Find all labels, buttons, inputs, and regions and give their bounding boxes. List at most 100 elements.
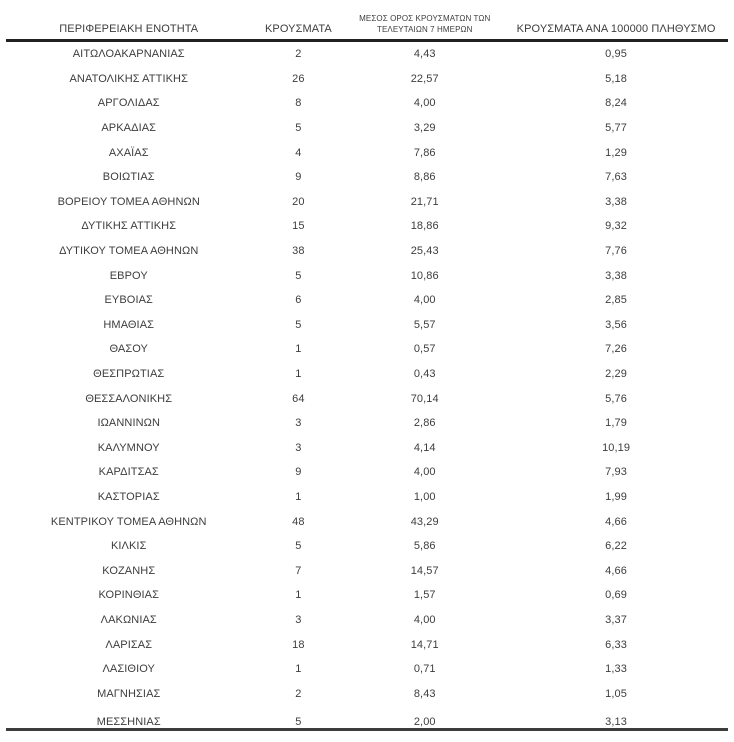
region-cell: ΗΜΑΘΙΑΣ [103,318,155,331]
per100k-cell: 3,37 [605,613,627,626]
table-row: ΑΡΚΑΔΙΑΣ 5 3,29 5,77 [6,116,728,141]
cases-cell: 1 [295,589,302,602]
table-row: ΔΥΤΙΚΟΥ ΤΟΜΕΑ ΑΘΗΝΩΝ 38 25,43 7,76 [6,239,728,264]
per100k-cell: 7,76 [605,245,627,258]
region-cell: ΜΑΓΝΗΣΙΑΣ [97,687,161,700]
table-row: ΛΑΚΩΝΙΑΣ 3 4,00 3,37 [6,608,728,633]
table-row: ΘΕΣΣΑΛΟΝΙΚΗΣ 64 70,14 5,76 [6,386,728,411]
table-row: ΘΑΣΟΥ 1 0,57 7,26 [6,337,728,362]
per100k-cell: 1,29 [605,146,627,159]
cases-cell: 1 [295,663,302,676]
cases-cell: 3 [295,613,302,626]
cases-cell: 5 [295,122,302,135]
table-row: ΜΕΣΣΗΝΙΑΣ 5 2,00 3,13 [6,706,728,731]
avg7-cell: 70,14 [410,392,439,405]
avg7-cell: 18,86 [410,220,439,233]
table-row: ΑΧΑΪΑΣ 4 7,86 1,29 [6,140,728,165]
cases-cell: 5 [295,269,302,282]
per100k-cell: 4,66 [605,564,627,577]
per100k-cell: 5,77 [605,122,627,135]
avg7-cell: 4,00 [413,466,436,479]
per100k-cell: 5,18 [605,72,627,85]
cases-cell: 5 [295,540,302,553]
region-cell: ΕΥΒΟΙΑΣ [104,294,153,307]
cases-cell: 18 [292,638,305,651]
cases-cell: 26 [292,72,305,85]
cases-cell: 64 [292,392,305,405]
cases-cell: 2 [295,687,302,700]
per100k-cell: 1,05 [605,687,627,700]
avg7-cell: 8,86 [413,171,436,184]
cases-cell: 9 [295,171,302,184]
per100k-cell: 3,13 [504,706,728,731]
table-row: ΛΑΡΙΣΑΣ 18 14,71 6,33 [6,632,728,657]
cases-cell: 8 [295,97,302,110]
per100k-cell: 9,32 [605,220,627,233]
table-row: ΚΑΛΥΜΝΟΥ 3 4,14 10,19 [6,436,728,461]
table-row: ΕΥΒΟΙΑΣ 6 4,00 2,85 [6,288,728,313]
region-cell: ΚΑΣΤΟΡΙΑΣ [97,490,160,503]
header-avg7-line2: ΤΕΛΕΥΤΑΙΩΝ 7 ΗΜΕΡΩΝ [376,24,473,34]
region-cell: ΚΑΛΥΜΝΟΥ [97,441,160,454]
avg7-cell: 10,86 [410,269,439,282]
per100k-cell: 7,26 [605,343,627,356]
cases-cell: 1 [295,343,302,356]
region-cell: ΑΧΑΪΑΣ [108,146,149,159]
avg7-cell: 2,86 [413,417,436,430]
avg7-cell: 22,57 [410,72,439,85]
avg7-cell: 4,00 [413,294,436,307]
per100k-cell: 1,33 [605,663,627,676]
table-row: ΚΟΖΑΝΗΣ 7 14,57 4,66 [6,558,728,583]
region-cell: ΑΡΓΟΛΙΔΑΣ [97,97,160,110]
per100k-cell: 7,93 [605,466,627,479]
per100k-cell: 2,29 [605,368,627,381]
region-cell: ΒΟΙΩΤΙΑΣ [102,171,155,184]
cases-cell: 2 [295,48,302,61]
region-cell: ΚΟΖΑΝΗΣ [102,564,156,577]
region-cell: ΑΡΚΑΔΙΑΣ [101,122,157,135]
table-row: ΚΑΣΤΟΡΙΑΣ 1 1,00 1,99 [6,485,728,510]
avg7-cell: 1,57 [413,589,436,602]
avg7-cell: 5,57 [413,318,436,331]
region-cell: ΚΑΡΔΙΤΣΑΣ [98,466,159,479]
per100k-cell: 10,19 [602,441,631,454]
per100k-cell: 1,99 [605,490,627,503]
per100k-cell: 6,22 [605,540,627,553]
region-cell: ΘΕΣΠΡΩΤΙΑΣ [93,368,165,381]
cases-cell: 5 [295,318,302,331]
cases-cell: 48 [292,515,305,528]
cases-cell: 1 [295,490,302,503]
avg7-cell: 0,57 [413,343,436,356]
region-cell: ΛΑΣΙΘΙΟΥ [102,663,155,676]
region-cell: ΜΕΣΣΗΝΙΑΣ [6,706,252,731]
cases-cell: 6 [295,294,302,307]
table-header-row: ΠΕΡΙΦΕΡΕΙΑΚΗ ΕΝΟΤΗΤΑ ΚΡΟΥΣΜΑΤΑ ΜΕΣΟΣ ΟΡΟ… [6,0,728,42]
per100k-cell: 1,79 [605,417,627,430]
table-row: ΑΡΓΟΛΙΔΑΣ 8 4,00 8,24 [6,91,728,116]
avg7-cell: 4,00 [413,613,436,626]
header-avg7-line1: ΜΕΣΟΣ ΟΡΟΣ ΚΡΟΥΣΜΑΤΩΝ ΤΩΝ [359,14,491,24]
cases-cell: 20 [292,195,305,208]
avg7-cell: 7,86 [413,146,436,159]
table-row: ΙΩΑΝΝΙΝΩΝ 3 2,86 1,79 [6,411,728,436]
per100k-cell: 3,56 [605,318,627,331]
table-row: ΚΕΝΤΡΙΚΟΥ ΤΟΜΕΑ ΑΘΗΝΩΝ 48 43,29 4,66 [6,509,728,534]
avg7-cell: 4,00 [413,97,436,110]
table-row: ΒΟΡΕΙΟΥ ΤΟΜΕΑ ΑΘΗΝΩΝ 20 21,71 3,38 [6,190,728,215]
header-avg7: ΜΕΣΟΣ ΟΡΟΣ ΚΡΟΥΣΜΑΤΩΝ ΤΩΝ ΤΕΛΕΥΤΑΙΩΝ 7 Η… [345,0,505,42]
header-region: ΠΕΡΙΦΕΡΕΙΑΚΗ ΕΝΟΤΗΤΑ [6,0,252,42]
avg7-cell: 3,29 [413,122,436,135]
avg7-cell: 1,00 [413,490,436,503]
avg7-cell: 5,86 [413,540,436,553]
cases-cell: 1 [295,368,302,381]
region-cell: ΘΕΣΣΑΛΟΝΙΚΗΣ [85,392,173,405]
table-row: ΗΜΑΘΙΑΣ 5 5,57 3,56 [6,313,728,338]
per100k-cell: 5,76 [605,392,627,405]
cases-cell: 9 [295,466,302,479]
avg7-cell: 4,14 [413,441,436,454]
per100k-cell: 4,66 [605,515,627,528]
per100k-cell: 8,24 [605,97,627,110]
table-row: ΚΙΛΚΙΣ 5 5,86 6,22 [6,534,728,559]
region-cell: ΚΕΝΤΡΙΚΟΥ ΤΟΜΕΑ ΑΘΗΝΩΝ [50,515,207,528]
avg7-cell: 25,43 [410,245,439,258]
